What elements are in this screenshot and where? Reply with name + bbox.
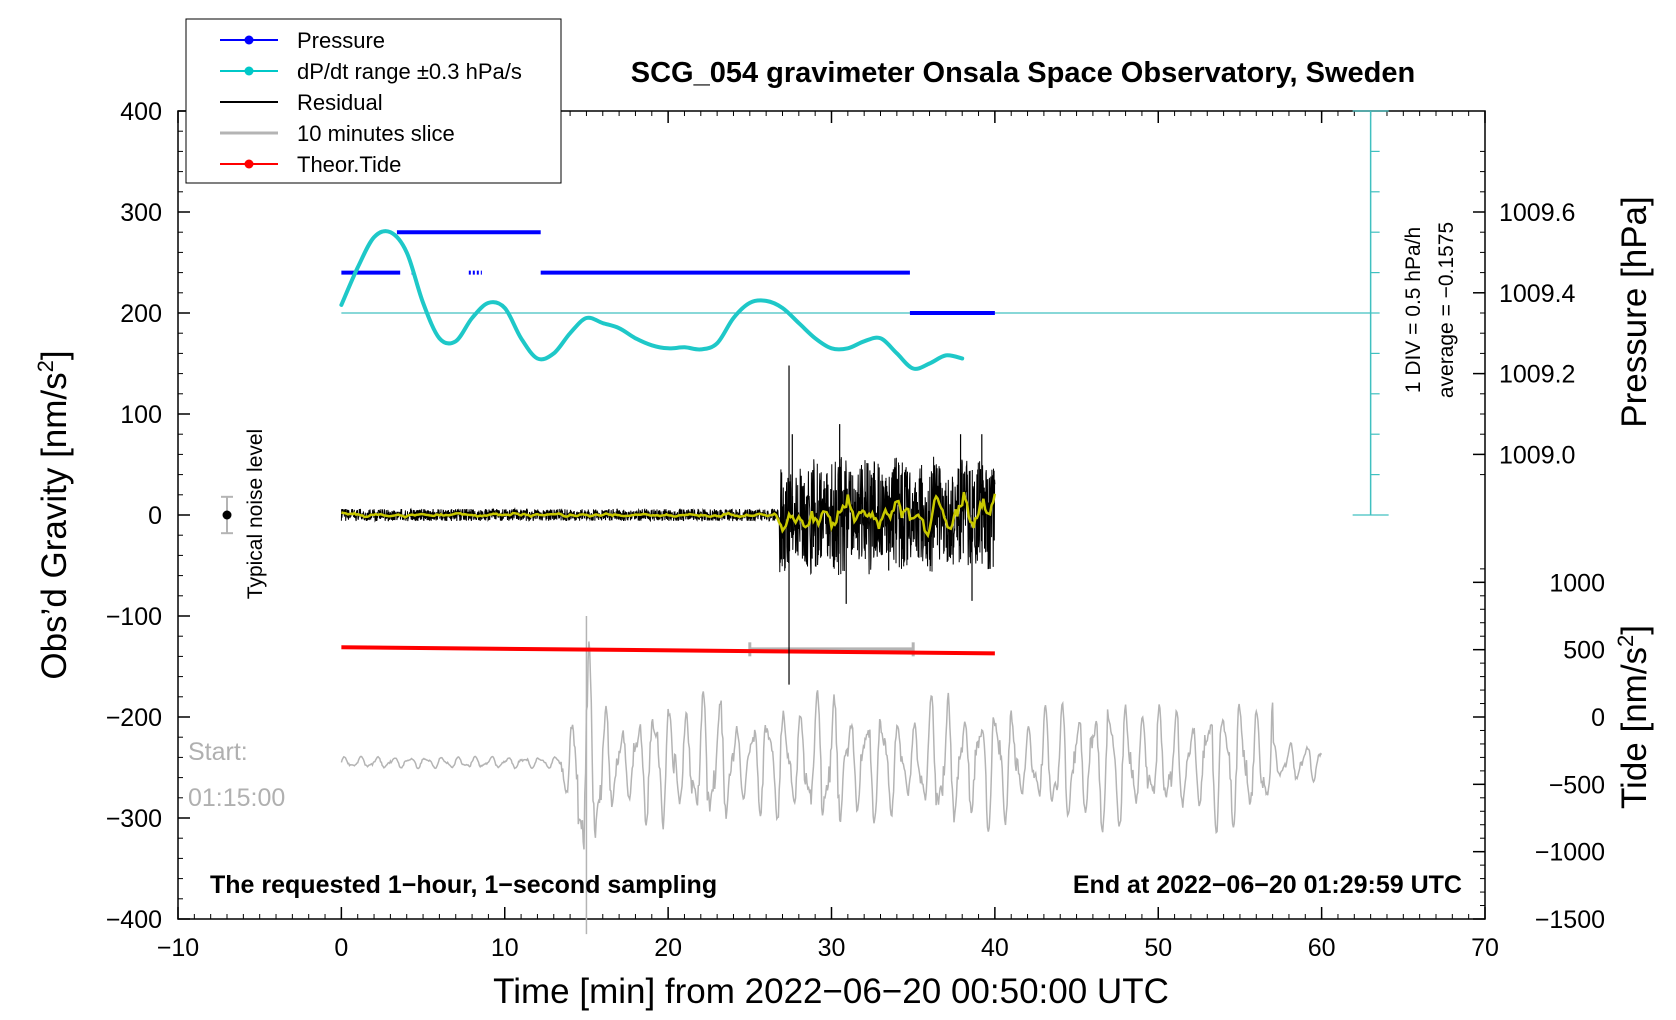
slice-series [340, 616, 1323, 935]
pressure-tick-label: 1009.6 [1499, 199, 1575, 227]
legend-swatch-marker [244, 159, 254, 169]
x-tick-label: 10 [491, 934, 519, 962]
y-axis-title-tide: Tide [nm/s2] [1613, 625, 1654, 809]
x-tick-label: −10 [157, 934, 199, 962]
noise-point [222, 510, 232, 520]
x-axis-title: Time [min] from 2022−06−20 00:50:00 UTC [493, 972, 1169, 1011]
residual-smoothed-line [341, 491, 997, 539]
y-tick-label: −300 [106, 805, 162, 833]
pressure-tick-label: 1009.0 [1499, 441, 1575, 469]
start-label: Start: [188, 738, 248, 766]
legend-label: 10 minutes slice [297, 121, 455, 146]
theoretical-tide-series [341, 645, 995, 656]
tide-line [341, 645, 995, 656]
y-tick-label: 100 [120, 401, 162, 429]
legend: Pressure dP/dt range ±0.3 hPa/s Residual 10… [185, 18, 562, 184]
sampling-note: The requested 1−hour, 1−second sampling [210, 871, 717, 899]
pressure-series [341, 230, 995, 315]
x-tick-label: 50 [1144, 934, 1172, 962]
dpdt-line [339, 229, 965, 371]
x-tick-label: 0 [334, 934, 348, 962]
legend-label: dP/dt range ±0.3 hPa/s [297, 59, 522, 84]
y-axis-title-left: Obs’d Gravity [nm/s2] [33, 350, 74, 679]
pressure-tick-label: 1009.4 [1499, 280, 1576, 308]
x-tick-label: 20 [654, 934, 682, 962]
x-tick-label: 70 [1471, 934, 1499, 962]
y-tick-label: −200 [106, 704, 162, 732]
y-tick-label: −400 [106, 906, 162, 934]
x-tick-label: 60 [1308, 934, 1336, 962]
legend-label: Pressure [297, 28, 385, 53]
dpdt-scale-bar [341, 110, 1389, 516]
axis-ticks: −10 0 10 20 30 40 50 60 704003002001000−100−200−… [106, 98, 1605, 962]
residual-series [340, 365, 997, 685]
scale-div-label: 1 DIV = 0.5 hPa/h [1402, 227, 1425, 393]
tide-tick-label: −500 [1549, 771, 1605, 799]
legend-label: Theor.Tide [297, 152, 401, 177]
legend-swatch-marker [244, 35, 254, 45]
dpdt-series [339, 229, 965, 371]
tide-tick-label: 1000 [1549, 569, 1605, 597]
tide-tick-label: 0 [1591, 704, 1605, 732]
chart-title: SCG_054 gravimeter Onsala Space Observat… [631, 57, 1415, 89]
x-tick-label: 40 [981, 934, 1009, 962]
y-tick-label: 0 [148, 502, 162, 530]
tide-tick-label: −1000 [1535, 839, 1605, 867]
y-tick-label: 400 [120, 98, 162, 126]
average-label: average = −0.1575 [1435, 222, 1458, 398]
tide-tick-label: −1500 [1535, 906, 1605, 934]
pressure-tick-label: 1009.2 [1499, 361, 1575, 389]
tide-tick-label: 500 [1563, 637, 1605, 665]
noise-level-label: Typical noise level [244, 429, 267, 599]
y-tick-label: −100 [106, 603, 162, 631]
y-axis-title-pressure: Pressure [hPa] [1615, 196, 1654, 428]
y-tick-label: 200 [120, 300, 162, 328]
slice-line [340, 641, 1323, 850]
x-tick-label: 30 [818, 934, 846, 962]
y-tick-label: 300 [120, 199, 162, 227]
noise-level-marker [221, 495, 234, 535]
end-time-note: End at 2022−06−20 01:29:59 UTC [1073, 871, 1462, 899]
start-time: 01:15:00 [188, 784, 285, 812]
legend-swatch-marker [244, 66, 254, 76]
legend-label: Residual [297, 90, 383, 115]
